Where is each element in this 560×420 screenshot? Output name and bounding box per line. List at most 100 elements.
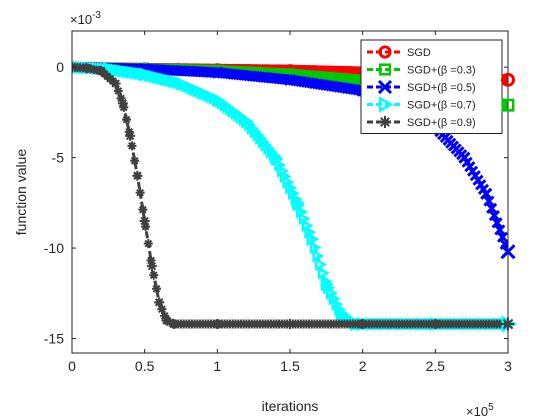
series-marker xyxy=(312,249,325,263)
series-endpoint-marker xyxy=(500,244,516,260)
series-marker xyxy=(127,141,137,151)
series-marker xyxy=(491,217,503,229)
series-marker xyxy=(315,257,328,272)
series-marker xyxy=(255,131,268,146)
series-endpoint-marker xyxy=(501,98,515,112)
series-marker xyxy=(486,202,498,214)
legend-label: SGD+(β =0.7) xyxy=(407,100,476,112)
legend-item: SGD+(β =0.5) xyxy=(367,79,476,95)
legend-item: SGD+(β =0.9) xyxy=(367,116,476,129)
data-point xyxy=(125,130,136,141)
x-exponent-label: ×105 xyxy=(466,402,494,419)
legend-marker xyxy=(377,79,393,95)
series-marker xyxy=(252,128,265,142)
series-marker xyxy=(496,231,508,243)
y-exponent-power: -3 xyxy=(92,10,101,21)
legend-marker xyxy=(378,63,392,76)
x-tick-label: 2.5 xyxy=(426,358,446,374)
series-endpoint-marker xyxy=(500,72,516,87)
y-exponent-label: ×10-3 xyxy=(70,10,101,27)
data-point xyxy=(285,319,295,330)
legend-item: SGD+(β =0.7) xyxy=(367,96,476,113)
series-marker xyxy=(263,141,276,156)
series-marker xyxy=(116,93,126,103)
series-marker xyxy=(135,188,145,198)
data-point xyxy=(139,215,150,226)
data-point xyxy=(292,195,305,210)
x-tick-label: 0 xyxy=(68,358,76,374)
x-exponent-power: 5 xyxy=(488,402,494,413)
y-tick-label: 0 xyxy=(56,59,64,75)
y-tick-label: -15 xyxy=(44,331,64,347)
data-point xyxy=(168,319,179,330)
series-marker xyxy=(260,138,273,152)
legend-label: SGD+(β =0.5) xyxy=(407,82,476,94)
series-marker xyxy=(309,240,322,255)
data-point xyxy=(211,66,224,79)
series-marker xyxy=(138,205,148,215)
series-marker xyxy=(160,311,170,321)
data-point xyxy=(241,114,254,129)
y-tick-label: -5 xyxy=(52,150,65,166)
x-tick-label: 3 xyxy=(504,358,512,374)
data-point xyxy=(335,306,349,321)
series-marker xyxy=(334,302,347,317)
series-marker xyxy=(122,115,131,125)
legend-marker xyxy=(378,96,394,113)
data-point xyxy=(117,98,128,109)
series-marker xyxy=(157,304,167,314)
series-marker xyxy=(141,222,151,232)
series-marker xyxy=(149,270,159,280)
data-point xyxy=(139,67,153,82)
data-point xyxy=(146,261,157,272)
data-point xyxy=(154,297,165,308)
data-point xyxy=(96,65,107,76)
data-point xyxy=(430,319,441,330)
data-point xyxy=(81,63,92,74)
legend-marker xyxy=(378,45,392,59)
x-tick-label: 2 xyxy=(359,358,367,374)
series-marker xyxy=(146,256,156,266)
data-point xyxy=(458,151,471,164)
data-point xyxy=(175,76,189,91)
series-marker xyxy=(130,156,140,166)
x-axis-label: iterations xyxy=(262,398,319,414)
data-point xyxy=(212,92,225,107)
series-marker xyxy=(317,266,330,280)
series-endpoint-marker xyxy=(501,317,515,331)
legend-item: SGD xyxy=(367,45,431,59)
legend: SGD SGD+(β =0.3) SGD+(β =0.5) SGD+(β =0.7) S… xyxy=(360,39,503,134)
legend-label: SGD+(β =0.9) xyxy=(407,117,476,129)
series-marker xyxy=(249,125,262,139)
data-point xyxy=(480,187,493,200)
series-marker xyxy=(143,239,153,249)
data-point xyxy=(110,78,121,89)
data-point xyxy=(212,319,223,330)
series-4 xyxy=(72,62,508,330)
x-tick-label: 1 xyxy=(213,358,221,374)
legend-marker xyxy=(379,116,391,128)
x-tick-label: 0.5 xyxy=(135,358,155,374)
legend-label: SGD+(β =0.3) xyxy=(407,65,476,77)
data-point xyxy=(270,150,284,165)
series-marker xyxy=(247,121,259,135)
data-point xyxy=(161,315,172,326)
series-marker xyxy=(257,135,270,149)
legend-label: SGD xyxy=(407,47,431,59)
x-tick-label: 1.5 xyxy=(280,358,300,374)
series-marker xyxy=(494,224,506,236)
series-endpoints xyxy=(500,72,518,333)
data-point xyxy=(357,319,368,330)
legend-item: SGD+(β =0.3) xyxy=(367,63,476,77)
series-marker xyxy=(151,284,161,294)
series-marker xyxy=(488,209,500,222)
series-marker xyxy=(113,86,123,96)
data-point xyxy=(306,231,320,247)
y-exponent-base: ×10 xyxy=(70,12,92,27)
data-point xyxy=(132,170,143,181)
y-tick-label: -10 xyxy=(44,240,64,256)
data-point xyxy=(283,73,297,86)
data-point xyxy=(321,277,334,292)
y-axis-label: function value xyxy=(13,149,29,236)
